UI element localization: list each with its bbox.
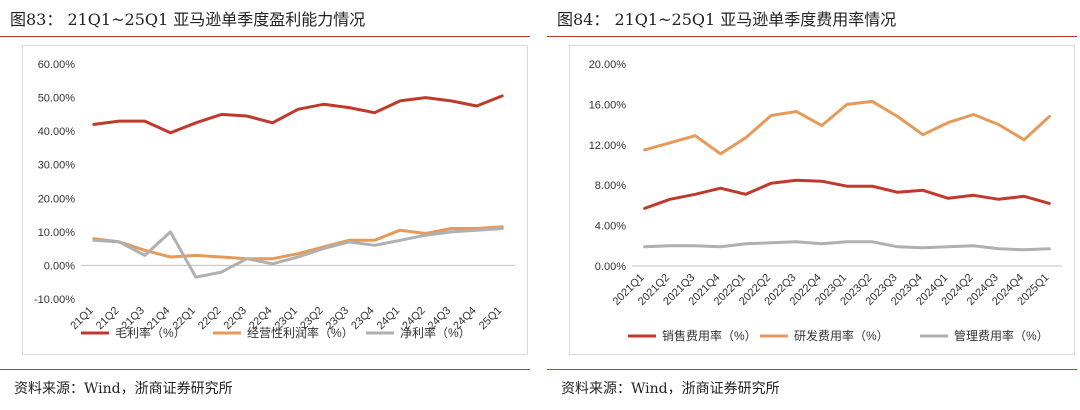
legend-label: 毛利率（%） xyxy=(115,325,186,340)
legend-label: 研发费用率（%） xyxy=(794,328,889,343)
source-rule xyxy=(547,369,1077,370)
source-note: 资料来源：Wind，浙商证券研究所 xyxy=(561,381,780,397)
y-tick-label: 50.00% xyxy=(38,93,76,105)
series-line xyxy=(92,225,504,261)
series-line xyxy=(643,240,1051,252)
profitability-line-chart: -10.00% 0.00% 10.00% 20.00% 30.00% 40.00% 50.0… xyxy=(34,59,515,340)
y-tick-label: 60.00% xyxy=(38,59,76,71)
figure-title: 图83： 21Q1~25Q1 亚马逊单季度盈利能力情况 xyxy=(10,10,366,29)
y-tick-label: 0.00% xyxy=(595,261,626,273)
chart-frame: -10.00% 0.00% 10.00% 20.00% 30.00% 40.00% 50.0… xyxy=(22,45,528,355)
series-line xyxy=(92,227,504,279)
title-rule xyxy=(0,36,530,37)
expense-ratio-line-chart: 0.00%4.00%8.00%12.00%16.00%20.00%2021Q12… xyxy=(589,59,1062,343)
y-tick-label: -10.00% xyxy=(34,294,75,306)
x-tick-label: 25Q1 xyxy=(477,305,505,333)
y-tick-label: 0.00% xyxy=(44,260,75,272)
y-tick-label: 20.00% xyxy=(38,193,76,205)
y-tick-label: 20.00% xyxy=(589,59,627,71)
x-tick-label: 21Q1 xyxy=(68,305,96,333)
series-line xyxy=(643,99,1051,156)
y-tick-label: 30.00% xyxy=(38,160,76,172)
y-tick-label: 8.00% xyxy=(595,180,626,192)
source-rule xyxy=(0,369,530,370)
x-tick-label: 22Q3 xyxy=(222,305,250,333)
y-tick-label: 40.00% xyxy=(38,126,76,138)
y-tick-label: 4.00% xyxy=(595,221,626,233)
y-tick-label: 12.00% xyxy=(589,140,627,152)
y-tick-label: 10.00% xyxy=(38,227,76,239)
title-rule xyxy=(547,36,1077,37)
figure-83: 图83： 21Q1~25Q1 亚马逊单季度盈利能力情况 -10.00% 0.00%… xyxy=(0,0,530,410)
figure-84: 图84： 21Q1~25Q1 亚马逊单季度费用率情况 0.00% 4.00% 8.0… xyxy=(547,0,1077,410)
legend-label: 净利率（%） xyxy=(400,325,471,340)
y-tick-label: 16.00% xyxy=(589,99,627,111)
chart-frame: 0.00% 4.00% 8.00% 12.00% 16.00% 20.00% 2021Q1 2… xyxy=(569,45,1075,355)
legend-label: 管理费用率（%） xyxy=(954,328,1049,343)
legend-label: 销售费用率（%） xyxy=(662,328,757,343)
x-tick-label: 22Q2 xyxy=(196,305,224,333)
x-tick-label: 24Q1 xyxy=(375,305,403,333)
figure-title: 图84： 21Q1~25Q1 亚马逊单季度费用率情况 xyxy=(557,10,897,29)
source-note: 资料来源：Wind，浙商证券研究所 xyxy=(14,381,233,397)
legend-label: 经营性利润率（%） xyxy=(247,325,354,340)
series-line xyxy=(92,94,504,135)
series-line xyxy=(643,178,1051,210)
